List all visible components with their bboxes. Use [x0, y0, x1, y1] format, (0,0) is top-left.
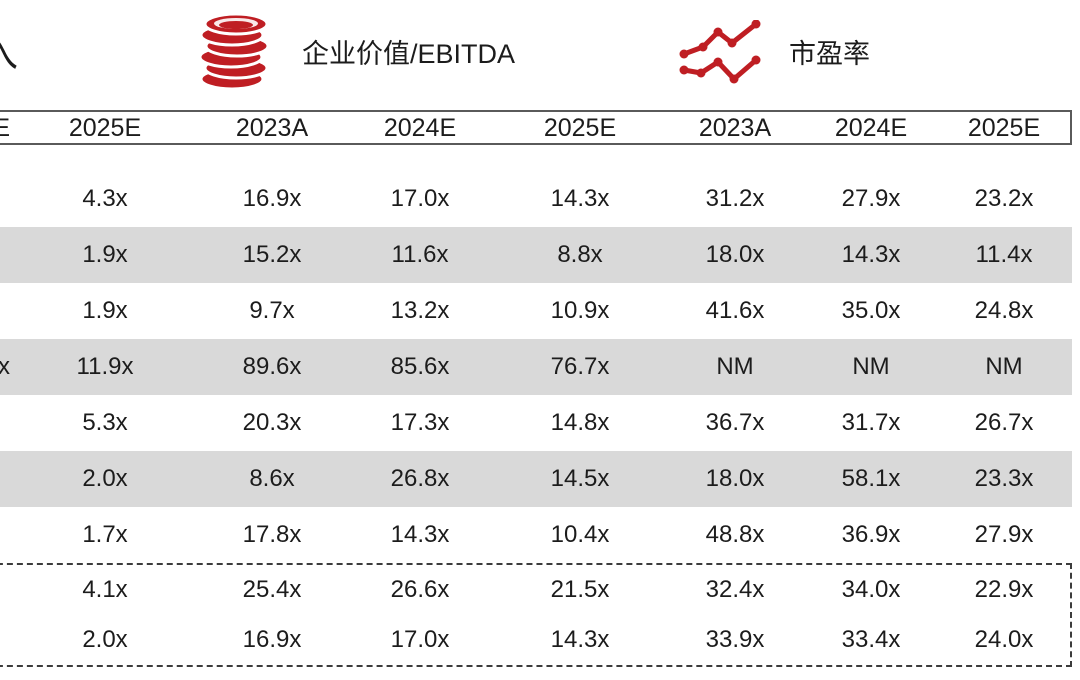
table-cell: 26.8x	[390, 465, 450, 492]
table-cell	[0, 283, 10, 339]
table-cell: 5.3x	[82, 409, 128, 436]
table-cell: 31.7x	[841, 409, 901, 436]
trend-line-icon	[679, 19, 765, 91]
table-cell: 14.5x	[550, 465, 610, 492]
table-cell	[0, 171, 10, 227]
table-cell: NM	[985, 353, 1023, 380]
table-cell: 76.7x	[550, 353, 610, 380]
table-row: 1.7x 17.8x 14.3x 10.4x 48.8x 36.9x 27.9x	[0, 507, 1072, 563]
table-cell: 26.6x	[390, 576, 450, 603]
table-cell: 20.3x	[242, 409, 302, 436]
header-cell: 2025E	[68, 114, 142, 142]
header-cell: 2025E	[543, 114, 617, 142]
table-row-summary: 4.1x 25.4x 26.6x 21.5x 32.4x 34.0x 22.9x	[0, 565, 1070, 615]
table-cell: 27.9x	[974, 521, 1034, 548]
coins-icon	[196, 11, 272, 97]
table-cell: 35.0x	[841, 297, 901, 324]
table-cell	[0, 227, 10, 283]
table-cell	[0, 395, 10, 451]
table-cell: 27.9x	[841, 185, 901, 212]
header-cell-partial: E	[0, 114, 10, 142]
header-cell: 2024E	[383, 114, 457, 142]
table-cell: 22.9x	[974, 576, 1034, 603]
table-cell: 16.9x	[242, 626, 302, 653]
table-cell: 25.4x	[242, 576, 302, 603]
table-cell: 10.4x	[550, 521, 610, 548]
table-row: 5.3x 20.3x 17.3x 14.8x 36.7x 31.7x 26.7x	[0, 395, 1072, 451]
table-cell: 2.0x	[82, 626, 128, 653]
table-cell: 89.6x	[242, 353, 302, 380]
table-cell: 17.0x	[390, 626, 450, 653]
table-cell: 34.0x	[841, 576, 901, 603]
table-cell: 15.2x	[242, 241, 302, 268]
section-label-pe-ratio: 市盈率	[789, 39, 870, 69]
table-cell: 11.4x	[975, 241, 1033, 268]
table-cell: 33.4x	[841, 626, 901, 653]
table-cell: 18.0x	[705, 241, 765, 268]
table-cell: 24.0x	[974, 626, 1034, 653]
table-cell: 33.9x	[705, 626, 765, 653]
table-cell: 8.8x	[557, 241, 603, 268]
table-cell: 58.1x	[841, 465, 901, 492]
table-cell: 26.7x	[974, 409, 1034, 436]
table-row: 2.0x 8.6x 26.8x 14.5x 18.0x 58.1x 23.3x	[0, 451, 1072, 507]
table-cell: 14.3x	[841, 241, 901, 268]
table-cell: 4.3x	[82, 185, 128, 212]
table-cell: 16.9x	[242, 185, 302, 212]
table-row-summary: 2.0x 16.9x 17.0x 14.3x 33.9x 33.4x 24.0x	[0, 615, 1070, 665]
table-cell: 1.9x	[82, 241, 128, 268]
table-cell: 10.9x	[550, 297, 610, 324]
summary-box: 4.1x 25.4x 26.6x 21.5x 32.4x 34.0x 22.9x…	[0, 563, 1072, 667]
table-cell: 23.3x	[974, 465, 1034, 492]
header-cell: 2023A	[235, 114, 309, 142]
table-row: 1.9x 9.7x 13.2x 10.9x 41.6x 35.0x 24.8x	[0, 283, 1072, 339]
section-label-ev-ebitda: 企业价值/EBITDA	[302, 39, 516, 69]
header-cell: 2023A	[698, 114, 772, 142]
table-cell: 85.6x	[390, 353, 450, 380]
table-cell	[0, 565, 10, 615]
header-cell: 2025E	[967, 114, 1041, 142]
table-cell: 14.3x	[550, 626, 610, 653]
table-cell: 24.8x	[974, 297, 1034, 324]
table-cell: 14.3x	[390, 521, 450, 548]
table-header-row: E 2025E 2023A 2024E 2025E 2023A 2024E 20…	[0, 110, 1072, 145]
table-cell: 31.2x	[705, 185, 765, 212]
table-cell: 36.9x	[841, 521, 901, 548]
table-cell: 11.9x	[76, 353, 134, 380]
table-cell: 41.6x	[705, 297, 765, 324]
table-cell: 8.6x	[249, 465, 295, 492]
table-cell: 36.7x	[705, 409, 765, 436]
table-cell: 14.8x	[550, 409, 610, 436]
table-cell	[0, 615, 10, 665]
table-body: 4.3x 16.9x 17.0x 14.3x 31.2x 27.9x 23.2x…	[0, 171, 1072, 667]
table-cell: 1.9x	[82, 297, 128, 324]
table-row: 1.9x 15.2x 11.6x 8.8x 18.0x 14.3x 11.4x	[0, 227, 1072, 283]
table-cell: 4.1x	[82, 576, 128, 603]
table-cell: 18.0x	[705, 465, 765, 492]
table-row: 4.3x 16.9x 17.0x 14.3x 31.2x 27.9x 23.2x	[0, 171, 1072, 227]
table-cell-partial: x	[0, 353, 10, 380]
table-cell: 2.0x	[82, 465, 128, 492]
table-cell: 17.3x	[390, 409, 450, 436]
table-cell	[0, 507, 10, 563]
table-cell: 14.3x	[550, 185, 610, 212]
table-cell: 1.7x	[82, 521, 128, 548]
table-cell: 11.6x	[391, 241, 449, 268]
table-cell: 48.8x	[705, 521, 765, 548]
table-cell: 9.7x	[249, 297, 295, 324]
table-cell: 32.4x	[705, 576, 765, 603]
table-cell	[0, 451, 10, 507]
table-cell: 17.8x	[242, 521, 302, 548]
table-cell: NM	[852, 353, 890, 380]
header-cell: 2024E	[834, 114, 908, 142]
table-cell: 17.0x	[390, 185, 450, 212]
table-cell: 13.2x	[390, 297, 450, 324]
table-cell: 23.2x	[974, 185, 1034, 212]
table-row: x 11.9x 89.6x 85.6x 76.7x NM NM NM	[0, 339, 1072, 395]
revenue-section-label-partial: 入	[0, 23, 18, 77]
table-cell: 21.5x	[550, 576, 610, 603]
table-cell: NM	[716, 353, 754, 380]
